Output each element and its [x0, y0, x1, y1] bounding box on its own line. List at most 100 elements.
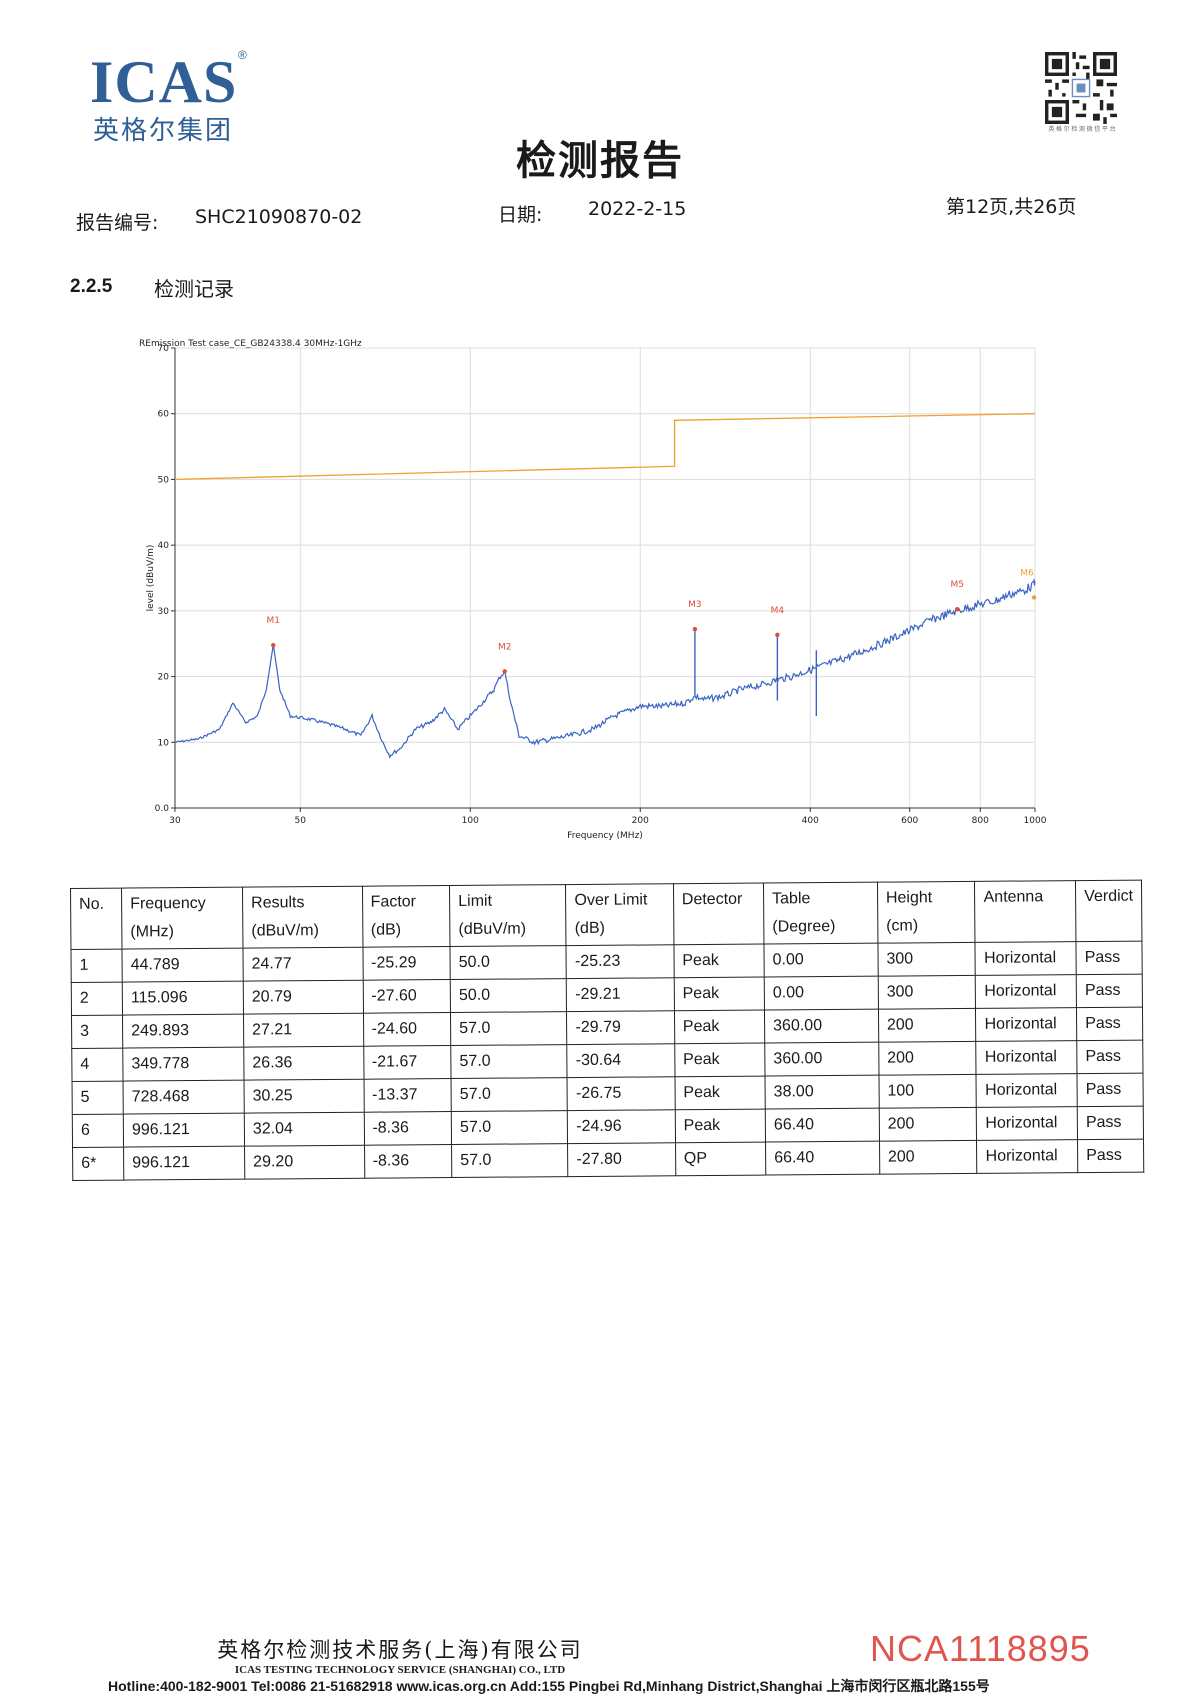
table-cell: Peak	[673, 944, 765, 978]
table-cell: 30.25	[243, 1079, 364, 1114]
qr-caption: 英 格 尔 检 测 微 信 平 台	[1048, 127, 1116, 133]
table-cell: 2	[71, 982, 123, 1016]
y-axis-label: level (dBuV/m)	[146, 545, 156, 612]
column-header-line: Antenna	[983, 888, 1044, 906]
table-cell: QP	[675, 1142, 766, 1176]
table-cell: Peak	[675, 1109, 766, 1143]
table-cell: 200	[878, 1041, 977, 1076]
marker-point	[692, 626, 698, 632]
table-cell: Horizontal	[976, 1139, 1078, 1174]
section-title: 检测记录	[154, 277, 234, 301]
table-cell: -8.36	[363, 1111, 452, 1146]
y-tick-label: 10	[158, 738, 170, 748]
report-number: SHC21090870-02	[195, 206, 363, 228]
table-cell: 57.0	[451, 1143, 569, 1178]
column-header-line: Height	[885, 889, 933, 907]
marker-point	[775, 632, 780, 637]
company-name-cn: 英格尔检测技术服务(上海)有限公司	[217, 1638, 583, 1662]
table-cell: 200	[879, 1140, 978, 1175]
table-cell: 32.04	[244, 1112, 365, 1147]
table-cell: 50.0	[450, 945, 567, 980]
table-cell: 57.0	[451, 1110, 568, 1145]
table-cell: 20.79	[243, 980, 364, 1015]
table-cell: -27.60	[362, 979, 451, 1014]
table-cell: -29.21	[566, 977, 675, 1012]
table-cell: 27.21	[243, 1013, 364, 1048]
table-cell: 996.121	[123, 1113, 245, 1148]
column-header: Table (Degree)	[763, 882, 878, 945]
marker-point	[1031, 595, 1037, 600]
x-tick-label: 100	[462, 816, 479, 826]
table-cell: 57.0	[451, 1077, 568, 1112]
table-cell: Pass	[1076, 1007, 1143, 1041]
table-header-row: No. Frequency (MHz) Results (dBuV/m) Factor (d…	[70, 880, 1142, 950]
column-header: Height (cm)	[877, 881, 976, 944]
table-cell: 115.096	[122, 981, 244, 1016]
table-cell: -8.36	[364, 1144, 452, 1179]
nca-stamp-number: NCA1118895	[870, 1628, 1091, 1669]
table-cell: 996.121	[123, 1146, 245, 1181]
company-name-en: ICAS TESTING TECHNOLOGY SERVICE (SHANGHA…	[234, 1664, 566, 1676]
x-tick-label: 30	[169, 816, 181, 826]
y-tick-label: 40	[158, 541, 170, 551]
table-cell: -24.60	[363, 1012, 451, 1047]
column-header: Over Limit (dB)	[565, 883, 674, 946]
table-cell: 6*	[72, 1147, 124, 1181]
table-cell: Peak	[673, 977, 765, 1011]
column-header: Results (dBuV/m)	[242, 886, 363, 949]
y-tick-label: 0.0	[155, 804, 170, 814]
chart-markers: M1 M2 M3 M4 M5 M6	[267, 568, 1037, 674]
marker-label: M3	[688, 600, 702, 610]
column-header-line: Verdict	[1084, 887, 1134, 906]
column-header: Factor (dB)	[362, 885, 451, 948]
table-cell: -21.67	[363, 1045, 452, 1080]
marker-point	[502, 669, 507, 674]
table-cell: -13.37	[363, 1078, 452, 1113]
column-header-line: (Degree)	[772, 917, 836, 936]
table-cell: 1	[70, 949, 123, 983]
y-tick-label: 20	[158, 673, 170, 683]
column-header-line: (dB)	[370, 921, 402, 939]
table-cell: 26.36	[243, 1046, 364, 1081]
column-header-line: Results	[251, 894, 305, 912]
marker-label: M2	[498, 642, 512, 652]
marker-label: M5	[951, 580, 965, 590]
table-cell: Horizontal	[976, 1106, 1078, 1141]
y-tick-label: 30	[158, 607, 170, 617]
y-tick-label: 50	[158, 475, 170, 485]
report-number-label: 报告编号:	[76, 212, 159, 234]
table-cell: Horizontal	[975, 941, 1077, 976]
table-cell: -27.80	[567, 1142, 676, 1177]
table-cell: 100	[878, 1074, 977, 1109]
table-cell: 24.77	[242, 947, 363, 982]
column-header: Antenna	[974, 880, 1077, 943]
y-tick-label: 70	[158, 344, 170, 354]
column-header-line: No.	[79, 895, 105, 913]
plot-area	[174, 347, 1036, 809]
table-cell: Horizontal	[975, 1007, 1077, 1042]
x-tick-label: 800	[972, 816, 989, 826]
column-header-line: (dB)	[574, 919, 605, 938]
date-value: 2022-2-15	[588, 198, 687, 220]
table-cell: Peak	[674, 1043, 766, 1077]
document-title: 检测报告	[516, 137, 684, 184]
column-header-line: (MHz)	[130, 923, 175, 941]
column-header-line: Table	[772, 890, 811, 908]
x-tick-label: 1000	[1024, 816, 1047, 826]
marker-label: M6	[1020, 568, 1034, 578]
table-cell: 50.0	[450, 978, 567, 1013]
table-cell: 66.40	[765, 1141, 880, 1176]
table-cell: 360.00	[764, 1009, 879, 1044]
table-cell: 6	[72, 1114, 124, 1148]
column-header: Limit (dBuV/m)	[449, 884, 567, 947]
company-logo-cn: 英格尔集团	[93, 116, 234, 146]
table-cell: 360.00	[764, 1042, 879, 1077]
table-cell: 38.00	[765, 1075, 880, 1110]
table-cell: 29.20	[244, 1145, 365, 1180]
column-header-line: (dBuV/m)	[251, 922, 319, 940]
column-header-line: (dBuV/m)	[458, 920, 527, 938]
table-cell: 5	[72, 1081, 124, 1115]
table-cell: 3	[71, 1015, 123, 1049]
marker-label: M4	[771, 606, 785, 616]
footer-contact: Hotline:400-182-9001 Tel:0086 21-5168291…	[108, 1678, 990, 1694]
